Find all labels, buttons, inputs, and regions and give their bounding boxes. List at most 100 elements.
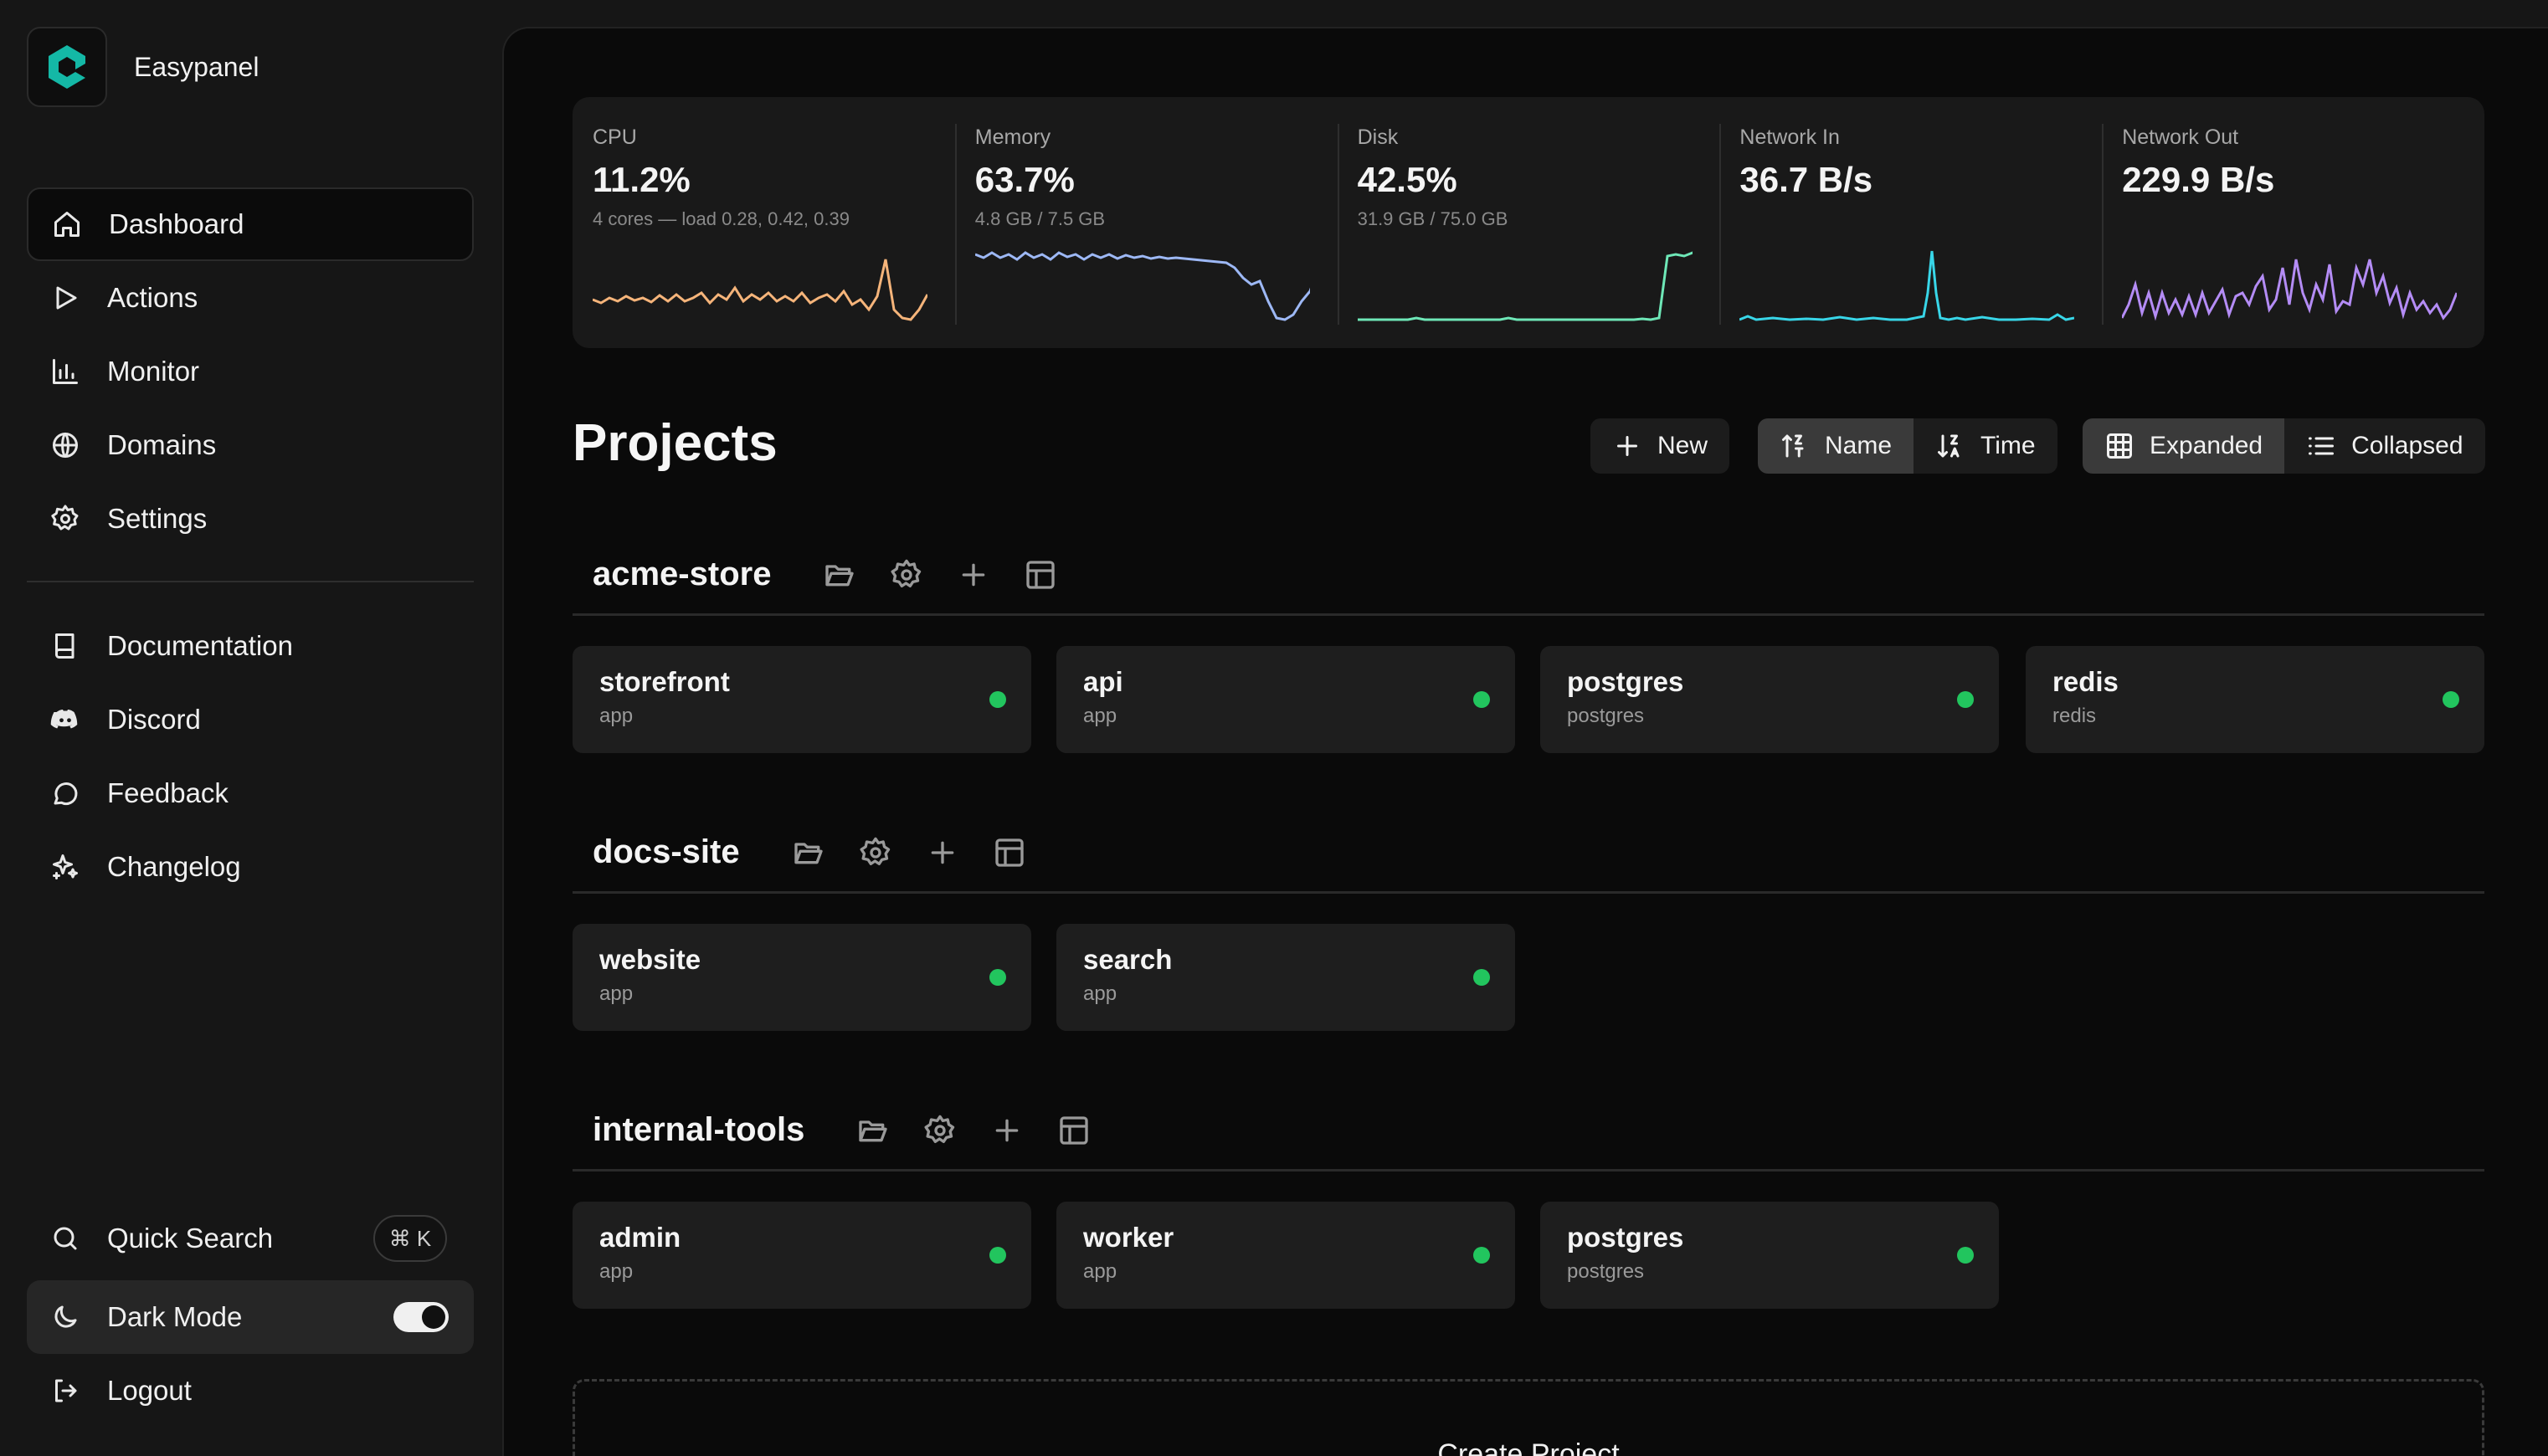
status-dot	[1473, 969, 1490, 986]
service-name: postgres	[1567, 1222, 1684, 1253]
globe-icon	[50, 430, 80, 460]
service-name: search	[1083, 944, 1173, 975]
logout-icon	[50, 1376, 80, 1406]
moon-icon	[50, 1302, 80, 1332]
layout-icon[interactable]	[1024, 558, 1057, 592]
nav-label: Monitor	[107, 356, 200, 387]
home-icon	[52, 209, 82, 239]
grid-icon	[2104, 431, 2134, 461]
service-card[interactable]: api app	[1056, 646, 1515, 753]
project-header: internal-tools	[573, 1091, 2484, 1171]
stat-sub: 4 cores — load 0.28, 0.42, 0.39	[593, 208, 850, 229]
dark-mode-toggle[interactable]	[393, 1302, 449, 1332]
nav-item-actions[interactable]: Actions	[27, 261, 474, 335]
service-name: redis	[2052, 666, 2119, 697]
project-name[interactable]: acme-store	[593, 556, 772, 592]
app-name: Easypanel	[134, 51, 259, 82]
view-expanded-button[interactable]: Expanded	[2083, 418, 2285, 474]
service-type: app	[1083, 705, 1117, 727]
stat-sub	[2122, 208, 2484, 232]
disk-sparkline	[1357, 251, 1693, 321]
nav-item-discord[interactable]: Discord	[27, 683, 474, 756]
nav-item-dashboard[interactable]: Dashboard	[27, 187, 474, 261]
quick-search-button[interactable]: Quick Search ⌘ K	[27, 1202, 474, 1275]
service-name: website	[599, 944, 701, 975]
sparkles-icon	[50, 852, 80, 882]
nav-item-monitor[interactable]: Monitor	[27, 335, 474, 408]
brand[interactable]: Easypanel	[27, 27, 259, 107]
stat-label: Memory	[974, 126, 1051, 149]
status-dot	[989, 691, 1006, 708]
sort-time-icon	[1935, 431, 1965, 461]
service-card[interactable]: storefront app	[573, 646, 1031, 753]
list-icon	[2306, 431, 2336, 461]
new-project-button[interactable]: New	[1590, 418, 1730, 474]
service-name: postgres	[1567, 666, 1684, 697]
stat-sub	[1739, 208, 2102, 232]
gear-icon[interactable]	[890, 558, 923, 592]
service-card[interactable]: redis redis	[2026, 646, 2484, 753]
folder-icon[interactable]	[792, 836, 825, 869]
folder-icon[interactable]	[856, 1114, 890, 1147]
nav-item-domains[interactable]: Domains	[27, 408, 474, 482]
nav-label: Changelog	[107, 851, 241, 882]
stat-value: 229.9 B/s	[2122, 160, 2275, 199]
nav-label: Discord	[107, 704, 201, 735]
stat-value: 36.7 B/s	[1739, 160, 1873, 199]
sort-az-icon	[1780, 431, 1810, 461]
easypanel-logo-icon	[27, 27, 107, 107]
folder-icon[interactable]	[823, 558, 856, 592]
logout-button[interactable]: Logout	[27, 1354, 474, 1428]
layout-icon[interactable]	[993, 836, 1026, 869]
project-name[interactable]: docs-site	[593, 833, 740, 870]
project-header: docs-site	[573, 813, 2484, 894]
dark-mode-row[interactable]: Dark Mode	[27, 1280, 474, 1354]
dark-mode-label: Dark Mode	[107, 1301, 243, 1332]
project-header: acme-store	[573, 536, 2484, 616]
nav-label: Settings	[107, 503, 208, 534]
nav-item-documentation[interactable]: Documentation	[27, 609, 474, 683]
plus-icon[interactable]	[926, 836, 959, 869]
gear-icon[interactable]	[923, 1114, 957, 1147]
view-collapsed-label: Collapsed	[2351, 432, 2463, 459]
stat-value: 63.7%	[974, 160, 1075, 199]
main-panel: CPU 11.2% 4 cores — load 0.28, 0.42, 0.3…	[502, 27, 2548, 1456]
sidebar-divider	[27, 581, 474, 582]
shortcut-badge: ⌘ K	[373, 1215, 447, 1262]
stat-label: Disk	[1357, 126, 1399, 149]
create-project-button[interactable]: Create Project	[573, 1379, 2484, 1456]
nav-item-feedback[interactable]: Feedback	[27, 756, 474, 830]
plus-icon[interactable]	[990, 1114, 1024, 1147]
project-name[interactable]: internal-tools	[593, 1111, 805, 1148]
status-dot	[1473, 691, 1490, 708]
sort-name-button[interactable]: Name	[1758, 418, 1914, 474]
service-card[interactable]: postgres postgres	[1540, 1202, 1999, 1309]
service-type: app	[599, 1260, 634, 1283]
view-collapsed-button[interactable]: Collapsed	[2284, 418, 2485, 474]
discord-icon	[50, 705, 80, 735]
service-card[interactable]: website app	[573, 924, 1031, 1031]
service-type: app	[1083, 982, 1117, 1005]
stat-label: Network In	[1739, 126, 1840, 149]
nav-item-settings[interactable]: Settings	[27, 482, 474, 556]
service-card[interactable]: worker app	[1056, 1202, 1515, 1309]
service-card[interactable]: search app	[1056, 924, 1515, 1031]
stat-disk: Disk 42.5% 31.9 GB / 75.0 GB	[1337, 97, 1720, 348]
layout-icon[interactable]	[1057, 1114, 1091, 1147]
network-out-sparkline	[2122, 259, 2458, 321]
service-type: app	[599, 982, 634, 1005]
plus-icon[interactable]	[957, 558, 990, 592]
gear-icon[interactable]	[859, 836, 892, 869]
sort-time-button[interactable]: Time	[1914, 418, 2057, 474]
service-card[interactable]: postgres postgres	[1540, 646, 1999, 753]
network-in-sparkline	[1739, 250, 2075, 321]
logout-label: Logout	[107, 1375, 192, 1406]
stat-sub: 4.8 GB / 7.5 GB	[974, 208, 1106, 229]
service-card[interactable]: admin app	[573, 1202, 1031, 1309]
bottom-nav: Quick Search ⌘ K Dark Mode Logout	[27, 1202, 474, 1428]
main-nav: Dashboard Actions Monitor Domains Settin…	[27, 187, 474, 556]
status-dot	[1957, 1247, 1974, 1264]
secondary-nav: Documentation Discord Feedback Changelog	[27, 609, 474, 904]
nav-item-changelog[interactable]: Changelog	[27, 830, 474, 904]
view-toggle: Expanded Collapsed	[2083, 418, 2485, 474]
